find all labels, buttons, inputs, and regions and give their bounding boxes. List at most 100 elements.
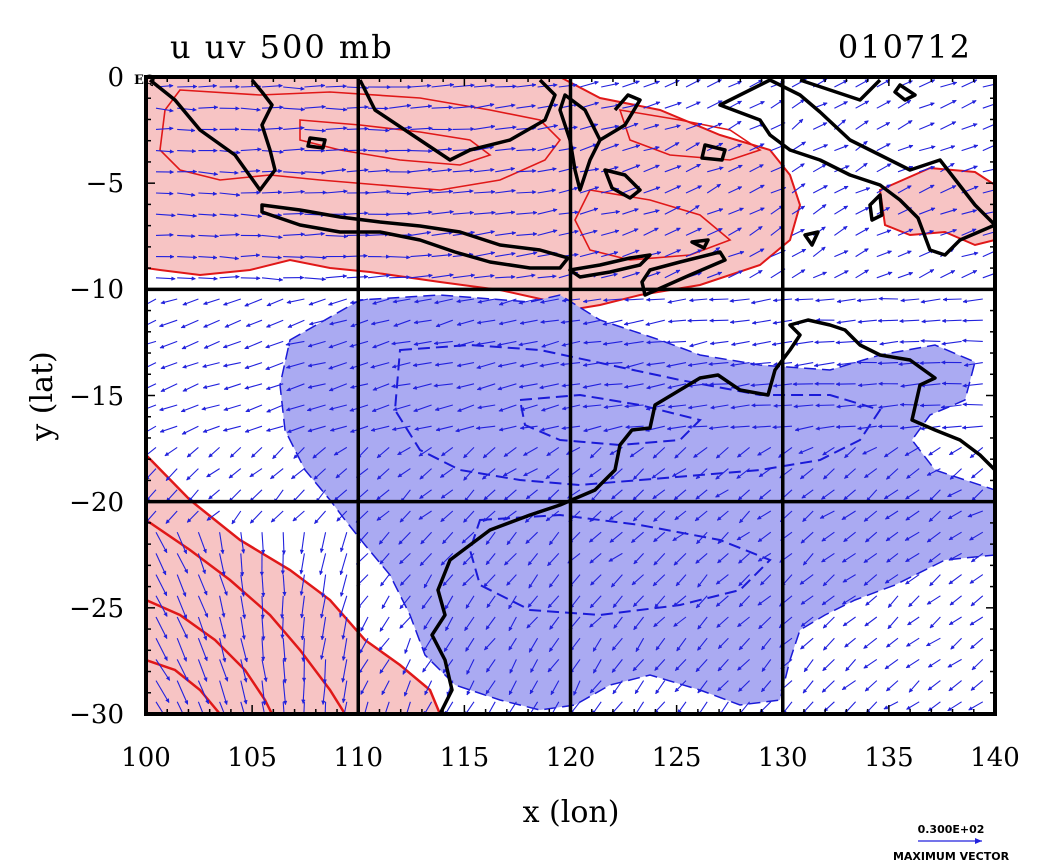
wind-vector-head: [645, 385, 651, 390]
wind-vector-head: [527, 560, 533, 566]
wind-vector-head: [729, 298, 734, 303]
wind-vector-head: [300, 255, 305, 260]
wind-vector-head: [511, 231, 517, 236]
wind-vector-head: [717, 666, 723, 672]
wind-vector: [176, 616, 188, 639]
wind-vector-head: [962, 299, 968, 304]
y-tick-labels: 0 −5 −10 −15 −20 −25 −30: [69, 63, 124, 730]
wind-vector-head: [548, 540, 554, 546]
wind-vector-head: [201, 363, 207, 369]
wind-vector-head: [510, 103, 516, 108]
wind-vector-head: [327, 301, 333, 306]
wind-vector-head: [229, 453, 235, 458]
y-tick-label: −20: [69, 488, 124, 518]
wind-vector-head: [709, 382, 714, 387]
wind-vector-head: [285, 341, 291, 347]
wind-vector-head: [433, 383, 438, 388]
wind-vector-head: [224, 323, 230, 328]
wind-vector-head: [688, 343, 694, 348]
wind-vector-head: [716, 516, 722, 521]
wind-vector-head: [371, 300, 377, 305]
wind-vector-head: [969, 453, 975, 459]
wind-vector-head: [349, 407, 355, 412]
wind-vector-head: [582, 404, 587, 409]
wind-vector-head: [261, 592, 266, 598]
wind-vector-head: [693, 453, 698, 458]
wind-vector-head: [899, 339, 904, 344]
wind-vector-head: [278, 277, 284, 282]
wind-vector-head: [675, 206, 681, 211]
wind-vector-head: [222, 427, 228, 432]
wind-vector-head: [469, 189, 474, 194]
wind-vector-head: [614, 229, 620, 234]
wind-vector-head: [547, 496, 552, 501]
wind-vector-head: [835, 404, 841, 409]
wind-vector-head: [750, 361, 755, 367]
wind-vector-head: [757, 601, 763, 606]
wind-vector-head: [582, 428, 588, 433]
wind-vector-head: [490, 83, 496, 88]
wind-vector: [982, 189, 995, 194]
wind-vector-head: [185, 721, 188, 725]
wind-vector-head: [328, 406, 334, 411]
wind-vector: [282, 680, 287, 705]
wind-vector-head: [908, 144, 914, 149]
wind-vector-head: [280, 614, 285, 619]
wind-vector-head: [428, 189, 434, 194]
wind-vector-head: [428, 148, 433, 154]
wind-vector-head: [456, 321, 462, 327]
wind-vector-head: [511, 146, 516, 151]
wind-vector-head: [141, 325, 145, 328]
wind-vector-head: [341, 698, 346, 704]
wind-vector-head: [182, 364, 187, 369]
wind-vector-head: [319, 570, 324, 576]
wind-vector-head: [843, 101, 849, 106]
coastline-sulawesi: [558, 93, 642, 200]
wind-vector-head: [948, 556, 954, 561]
wind-vector-head: [973, 185, 979, 190]
wind-vector-head: [243, 699, 248, 705]
wind-vector-head: [547, 561, 552, 567]
wind-vector-head: [589, 517, 595, 523]
wind-vector-head: [320, 635, 325, 641]
wind-vector-head: [413, 320, 419, 325]
wind-vector-head: [391, 364, 397, 369]
wind-vector-head: [301, 699, 306, 705]
negative-anomaly-contour-3: [518, 393, 702, 447]
wind-vector-head: [485, 625, 490, 630]
wind-vector-head: [667, 385, 672, 390]
wind-vector-head: [676, 249, 682, 254]
y-tick-label: 0: [107, 63, 124, 93]
wind-vector-head: [687, 405, 693, 410]
wind-vector-head: [801, 141, 807, 146]
wind-vector-head: [630, 538, 636, 543]
wind-vector-head: [169, 169, 175, 175]
wind-vector-head: [908, 271, 914, 276]
wind-vector-head: [929, 623, 935, 629]
wind-vector-head: [221, 613, 226, 618]
wind-vector-head: [624, 404, 629, 409]
wind-vector-head: [165, 519, 171, 524]
wind-vector-head: [258, 127, 263, 133]
wind-vector-head: [971, 100, 977, 105]
wind-vector-head: [651, 474, 657, 479]
wind-vector-head: [900, 383, 905, 388]
wind-vector-head: [158, 407, 164, 412]
wind-vector-head: [920, 299, 926, 304]
wind-vector-head: [737, 666, 742, 671]
wind-vector-head: [609, 450, 615, 455]
wind-vector-head: [862, 162, 868, 168]
wind-vector-head: [656, 251, 662, 256]
wind-vector-head: [695, 474, 701, 480]
wind-vector-head: [169, 108, 174, 113]
wind-vector-head: [794, 297, 799, 302]
wind-vector-head: [531, 273, 536, 278]
wind-vector-head: [257, 233, 263, 238]
wind-vector-head: [552, 229, 558, 234]
wind-vector-head: [886, 229, 892, 234]
wind-vector-head: [553, 124, 559, 129]
wind-vector-head: [717, 122, 723, 127]
wind-vector-head: [697, 624, 702, 630]
wind-vector-head: [277, 255, 283, 260]
